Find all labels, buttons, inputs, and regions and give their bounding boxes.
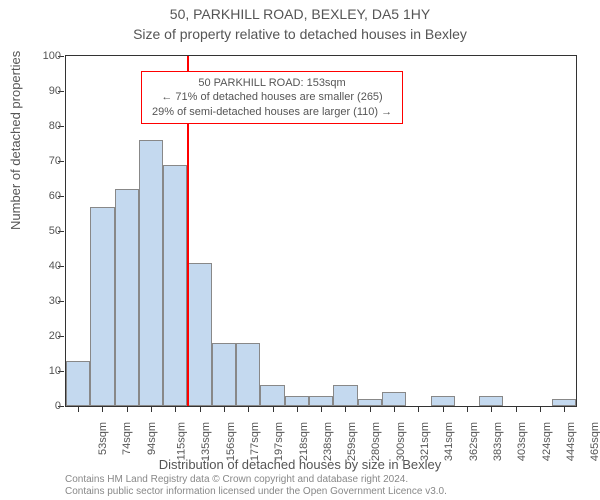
x-tick-label: 177sqm (249, 422, 261, 461)
x-tick-label: 280sqm (371, 422, 383, 461)
annotation-line-3: 29% of semi-detached houses are larger (… (152, 105, 392, 119)
x-tick (467, 406, 468, 412)
annotation-box: 50 PARKHILL ROAD: 153sqm← 71% of detache… (141, 71, 403, 124)
x-tick-label: 383sqm (492, 422, 504, 461)
y-tick-label: 30 (49, 295, 61, 307)
x-tick (127, 406, 128, 412)
x-tick-label: 74sqm (121, 422, 133, 455)
y-tick-label: 20 (49, 330, 61, 342)
histogram-bar (236, 343, 260, 406)
x-tick-label: 197sqm (273, 422, 285, 461)
x-tick (370, 406, 371, 412)
annotation-line-1: 50 PARKHILL ROAD: 153sqm (152, 76, 392, 90)
x-tick-label: 444sqm (565, 422, 577, 461)
x-tick-label: 362sqm (468, 422, 480, 461)
x-tick (345, 406, 346, 412)
x-tick-label: 341sqm (443, 422, 455, 461)
x-tick (394, 406, 395, 412)
histogram-bar (115, 189, 139, 406)
chart-container: 50, PARKHILL ROAD, BEXLEY, DA5 1HY Size … (0, 0, 600, 500)
histogram-bar (212, 343, 236, 406)
histogram-bar (260, 385, 284, 406)
histogram-bar (309, 396, 333, 407)
x-axis-label: Distribution of detached houses by size … (0, 457, 600, 472)
x-tick (443, 406, 444, 412)
attribution-line-2: Contains public sector information licen… (65, 486, 447, 498)
x-tick (78, 406, 79, 412)
x-tick (321, 406, 322, 412)
x-tick-label: 156sqm (225, 422, 237, 461)
histogram-bar (66, 361, 90, 407)
x-tick (248, 406, 249, 412)
x-tick-label: 403sqm (516, 422, 528, 461)
x-tick (297, 406, 298, 412)
histogram-bar (285, 396, 309, 407)
x-tick-label: 300sqm (395, 422, 407, 461)
plot-area: 010203040506070809010053sqm74sqm94sqm115… (65, 55, 577, 407)
x-tick-label: 465sqm (589, 422, 600, 461)
x-tick (491, 406, 492, 412)
x-tick (418, 406, 419, 412)
annotation-line-2: ← 71% of detached houses are smaller (26… (152, 90, 392, 104)
y-tick-label: 100 (43, 50, 61, 62)
chart-area: 010203040506070809010053sqm74sqm94sqm115… (65, 55, 575, 405)
chart-subtitle: Size of property relative to detached ho… (0, 26, 600, 42)
x-tick-label: 115sqm (175, 422, 187, 460)
histogram-bar (333, 385, 357, 406)
x-tick (200, 406, 201, 412)
attribution-text: Contains HM Land Registry data © Crown c… (65, 474, 447, 498)
y-tick-label: 90 (49, 85, 61, 97)
y-tick-label: 40 (49, 260, 61, 272)
x-tick-label: 238sqm (322, 422, 334, 461)
chart-title: 50, PARKHILL ROAD, BEXLEY, DA5 1HY (0, 6, 600, 22)
x-tick (151, 406, 152, 412)
x-tick-label: 53sqm (97, 422, 109, 455)
histogram-bar (358, 399, 382, 406)
x-tick-label: 259sqm (346, 422, 358, 461)
x-tick (540, 406, 541, 412)
x-tick-label: 135sqm (200, 422, 212, 461)
histogram-bar (163, 165, 187, 407)
y-axis-label: Number of detached properties (8, 51, 23, 230)
x-tick (102, 406, 103, 412)
histogram-bar (552, 399, 576, 406)
y-tick-label: 0 (55, 400, 61, 412)
y-tick-label: 70 (49, 155, 61, 167)
x-tick (516, 406, 517, 412)
x-tick (175, 406, 176, 412)
histogram-bar (431, 396, 455, 407)
histogram-bar (479, 396, 503, 407)
x-tick-label: 94sqm (146, 422, 158, 455)
x-tick (273, 406, 274, 412)
y-tick-label: 60 (49, 190, 61, 202)
y-tick-label: 50 (49, 225, 61, 237)
x-tick-label: 218sqm (298, 422, 310, 461)
x-tick-label: 424sqm (541, 422, 553, 461)
histogram-bar (188, 263, 212, 407)
x-tick (564, 406, 565, 412)
x-tick (224, 406, 225, 412)
histogram-bar (382, 392, 406, 406)
histogram-bar (90, 207, 114, 407)
y-tick-label: 80 (49, 120, 61, 132)
x-tick-label: 321sqm (419, 422, 431, 461)
histogram-bar (139, 140, 163, 406)
y-tick-label: 10 (49, 365, 61, 377)
attribution-line-1: Contains HM Land Registry data © Crown c… (65, 474, 447, 486)
